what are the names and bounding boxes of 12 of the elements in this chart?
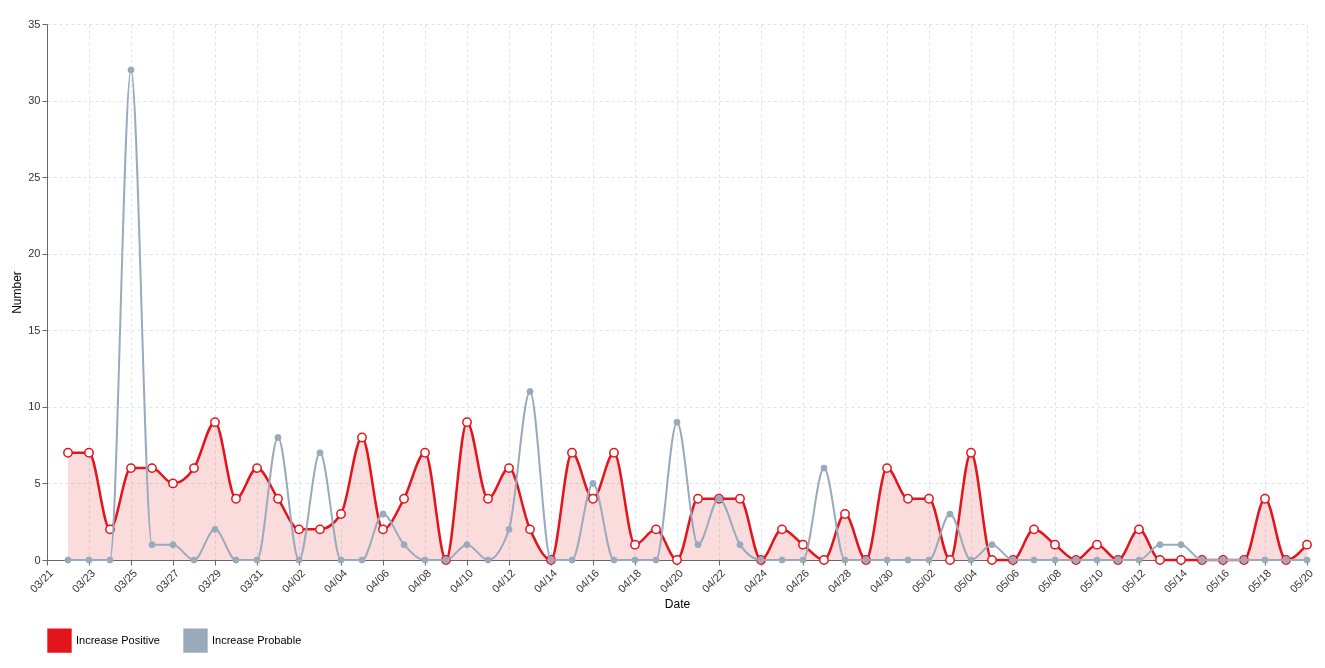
y-tick-label: 10 bbox=[28, 400, 41, 413]
y-tick-label: 30 bbox=[28, 94, 41, 107]
y-tick-label: 5 bbox=[34, 476, 41, 489]
y-tick-label: 25 bbox=[28, 170, 41, 183]
y-tick-label: 35 bbox=[28, 17, 41, 30]
x-axis-title: Date bbox=[664, 596, 691, 611]
y-axis-title: Number bbox=[10, 271, 25, 314]
legend-label: Increase Probable bbox=[212, 633, 302, 646]
y-tick-label: 15 bbox=[28, 323, 41, 336]
y-tick-label: 20 bbox=[28, 247, 41, 260]
legend-label: Increase Positive bbox=[76, 633, 160, 646]
y-tick-label: 0 bbox=[34, 553, 41, 566]
